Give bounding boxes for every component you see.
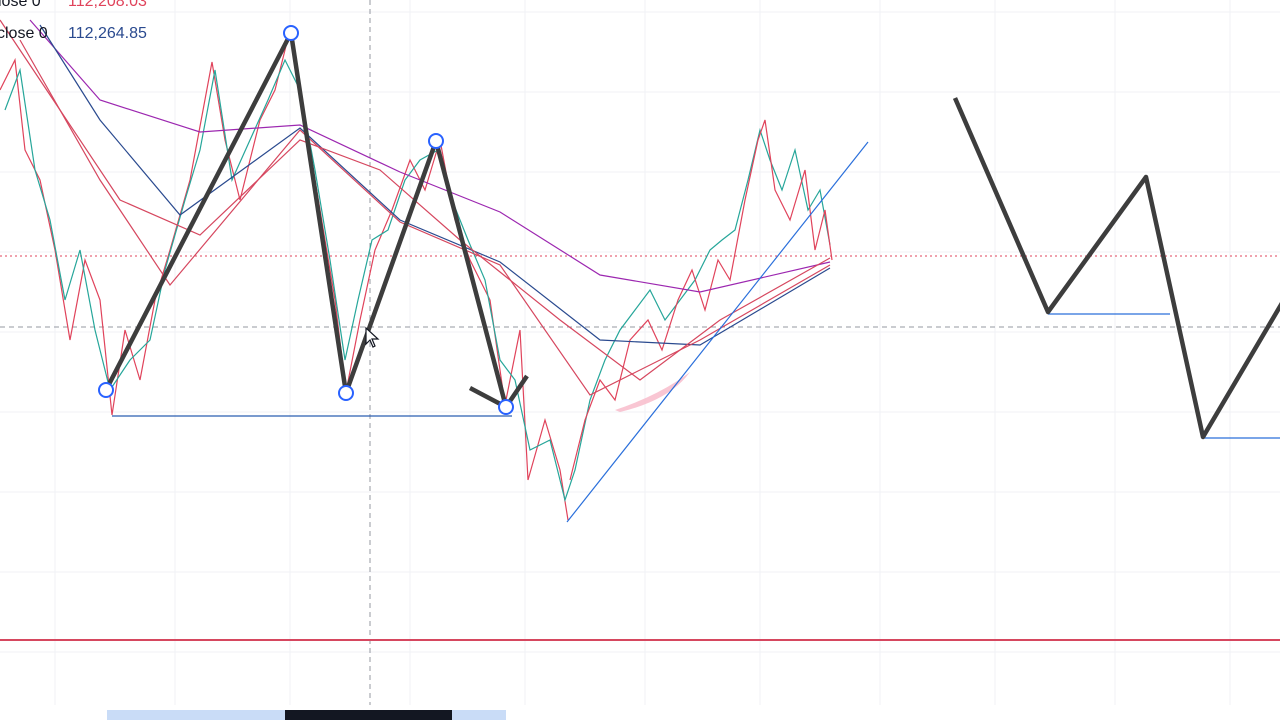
highlight-shape <box>615 372 690 412</box>
right-pattern <box>952 97 1280 440</box>
scroll-thumb[interactable] <box>285 710 452 720</box>
scrollbar[interactable] <box>107 710 506 720</box>
legend-value: 112,264.85 <box>68 25 147 42</box>
legend-label: close 0 <box>0 25 48 42</box>
legend-value: 112,208.03 <box>68 0 147 10</box>
legend-label: close 0 <box>0 0 41 10</box>
legend: close 0 112,208.03 close 0 112,264.85 <box>0 0 147 42</box>
price-bars <box>0 29 833 521</box>
grid <box>0 0 1280 705</box>
cursor <box>365 326 380 348</box>
pattern-drawing <box>98 25 869 523</box>
moving-averages <box>0 19 831 396</box>
